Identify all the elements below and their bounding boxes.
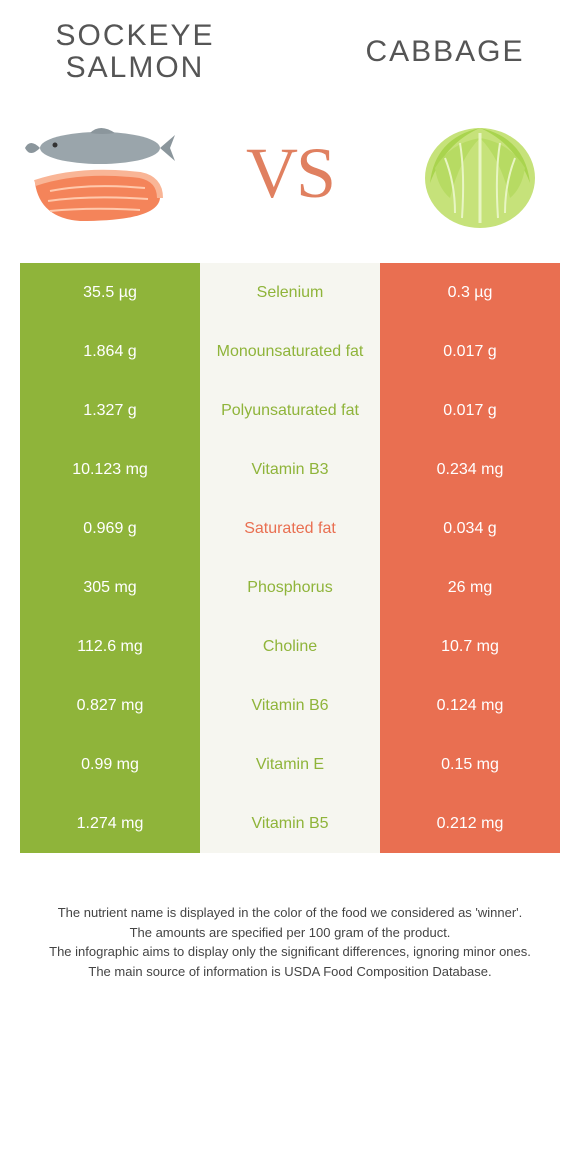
nutrient-name: Vitamin B3 [200, 440, 380, 499]
footer-line: The main source of information is USDA F… [30, 962, 550, 982]
table-row: 305 mgPhosphorus26 mg [20, 558, 560, 617]
nutrient-name: Choline [200, 617, 380, 676]
left-value: 1.327 g [20, 381, 200, 440]
left-food-title: SOCKEYE SALMON [10, 20, 260, 83]
left-value: 0.827 mg [20, 676, 200, 735]
table-row: 112.6 mgCholine10.7 mg [20, 617, 560, 676]
right-value: 0.234 mg [380, 440, 560, 499]
table-row: 0.827 mgVitamin B60.124 mg [20, 676, 560, 735]
right-value: 0.3 µg [380, 263, 560, 322]
footer-notes: The nutrient name is displayed in the co… [0, 853, 580, 981]
nutrient-name: Vitamin B6 [200, 676, 380, 735]
salmon-icon [20, 113, 180, 233]
right-value: 0.034 g [380, 499, 560, 558]
left-value: 35.5 µg [20, 263, 200, 322]
right-value: 0.017 g [380, 322, 560, 381]
left-value: 1.864 g [20, 322, 200, 381]
table-row: 1.327 gPolyunsaturated fat0.017 g [20, 381, 560, 440]
left-value: 112.6 mg [20, 617, 200, 676]
footer-line: The nutrient name is displayed in the co… [30, 903, 550, 923]
table-row: 0.969 gSaturated fat0.034 g [20, 499, 560, 558]
image-row: VS [0, 93, 580, 263]
nutrient-name: Vitamin E [200, 735, 380, 794]
left-value: 0.99 mg [20, 735, 200, 794]
nutrient-name: Vitamin B5 [200, 794, 380, 853]
nutrient-table: 35.5 µgSelenium0.3 µg1.864 gMonounsatura… [20, 263, 560, 853]
table-row: 10.123 mgVitamin B30.234 mg [20, 440, 560, 499]
nutrient-name: Selenium [200, 263, 380, 322]
footer-line: The amounts are specified per 100 gram o… [30, 923, 550, 943]
left-value: 10.123 mg [20, 440, 200, 499]
right-value: 0.212 mg [380, 794, 560, 853]
table-row: 35.5 µgSelenium0.3 µg [20, 263, 560, 322]
right-value: 10.7 mg [380, 617, 560, 676]
table-row: 1.864 gMonounsaturated fat0.017 g [20, 322, 560, 381]
table-row: 1.274 mgVitamin B50.212 mg [20, 794, 560, 853]
nutrient-name: Saturated fat [200, 499, 380, 558]
left-value: 1.274 mg [20, 794, 200, 853]
table-row: 0.99 mgVitamin E0.15 mg [20, 735, 560, 794]
comparison-header: SOCKEYE SALMON CABBAGE [0, 0, 580, 93]
right-value: 26 mg [380, 558, 560, 617]
vs-label: VS [246, 132, 334, 215]
right-value: 0.15 mg [380, 735, 560, 794]
nutrient-name: Monounsaturated fat [200, 322, 380, 381]
left-value: 305 mg [20, 558, 200, 617]
nutrient-name: Polyunsaturated fat [200, 381, 380, 440]
right-food-title: CABBAGE [320, 36, 570, 68]
nutrient-name: Phosphorus [200, 558, 380, 617]
cabbage-icon [400, 113, 560, 233]
footer-line: The infographic aims to display only the… [30, 942, 550, 962]
right-value: 0.017 g [380, 381, 560, 440]
left-value: 0.969 g [20, 499, 200, 558]
right-value: 0.124 mg [380, 676, 560, 735]
